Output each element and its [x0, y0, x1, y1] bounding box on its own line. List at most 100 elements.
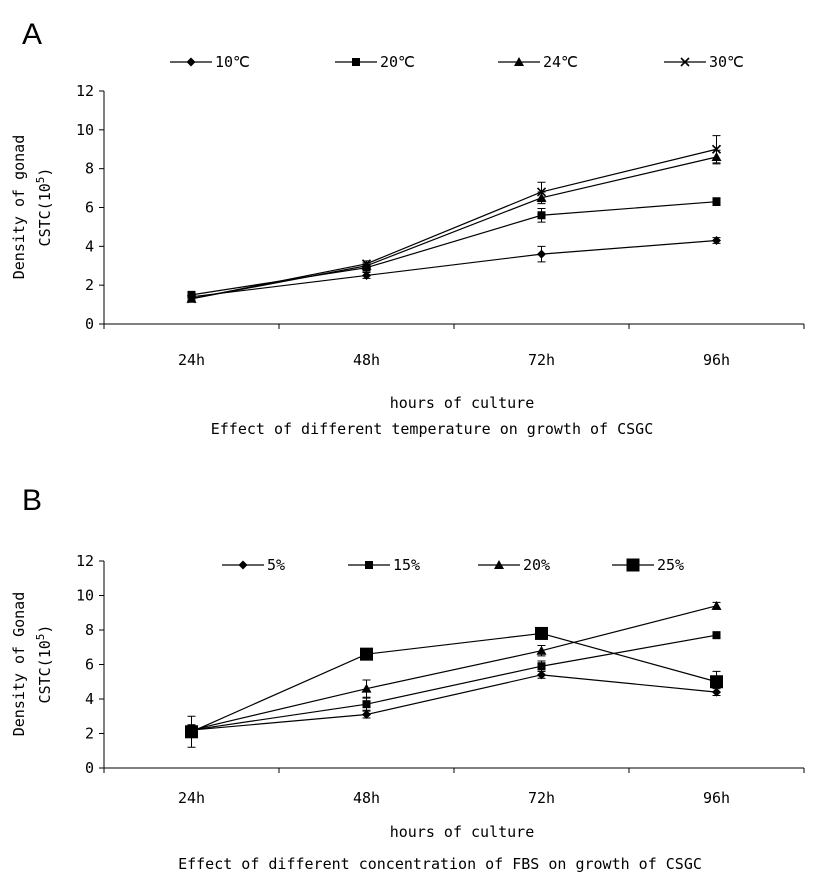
y-tick-label: 8	[85, 621, 94, 639]
series-1	[187, 631, 721, 736]
x-tick-label: 48h	[353, 789, 380, 807]
y-tick-label: 10	[76, 121, 94, 139]
data-point	[537, 211, 546, 220]
legend-label: 20℃	[380, 53, 415, 71]
y-axis-title-line1: Density of gonad	[10, 135, 28, 280]
series-line	[191, 634, 717, 731]
data-point	[361, 683, 372, 693]
legend-label: 15%	[393, 556, 420, 574]
x-tick-label: 96h	[703, 789, 730, 807]
x-tick-label: 24h	[178, 789, 205, 807]
data-point	[185, 725, 198, 739]
x-tick-label: 48h	[353, 351, 380, 369]
legend-item: 25%	[612, 556, 684, 574]
series-line	[191, 201, 717, 296]
data-point	[711, 144, 722, 154]
series-line	[191, 156, 717, 300]
y-axis-title-exponent: 5	[34, 177, 47, 184]
data-point	[712, 236, 721, 246]
y-tick-label: 12	[76, 552, 94, 570]
legend-marker	[186, 57, 196, 67]
y-tick-label: 0	[85, 759, 94, 777]
series-line	[191, 148, 717, 300]
panel-a-caption: Effect of different temperature on growt…	[211, 420, 654, 438]
legend-item: 30℃	[664, 53, 744, 71]
series-3	[185, 626, 723, 748]
y-axis-title-close: )	[36, 168, 54, 177]
y-axis-title-unit: CSTC(10	[36, 183, 54, 246]
legend-item: 20%	[478, 556, 550, 574]
series-3	[186, 135, 722, 304]
legend-label: 10℃	[215, 53, 250, 71]
legend-marker	[494, 560, 504, 569]
series-0	[187, 670, 721, 736]
series-line	[191, 674, 717, 731]
series-2	[186, 149, 722, 303]
y-tick-label: 6	[85, 199, 94, 217]
y-tick-label: 12	[76, 82, 94, 100]
data-point	[712, 631, 721, 640]
data-point	[536, 187, 547, 197]
legend-marker	[680, 57, 690, 67]
x-axis-title: hours of culture	[390, 394, 535, 412]
legend-item: 15%	[348, 556, 420, 574]
data-point	[362, 700, 371, 709]
y-tick-label: 8	[85, 160, 94, 178]
legend-label: 30℃	[709, 53, 744, 71]
panel-a-letter: A	[22, 18, 42, 51]
y-tick-label: 2	[85, 276, 94, 294]
data-point	[537, 662, 546, 671]
data-point	[360, 647, 373, 661]
data-point	[535, 626, 548, 640]
data-point	[712, 197, 721, 206]
y-axis-title-unit: CSTC(10	[36, 640, 54, 703]
legend-label: 24℃	[543, 53, 578, 71]
y-axis-title-close: )	[36, 625, 54, 634]
legend-item: 20℃	[335, 53, 415, 71]
y-axis-title-line2: CSTC(105)	[34, 168, 54, 247]
y-tick-label: 10	[76, 587, 94, 605]
chart-b: 0 2 4 6 8 10 12 24h 48h 72h 96h hours of culture Den…	[10, 552, 805, 841]
data-point	[711, 600, 722, 610]
x-tick-label: 24h	[178, 351, 205, 369]
legend-marker	[352, 58, 360, 66]
y-axis-title-line1: Density of Gonad	[10, 592, 28, 737]
series-line	[191, 239, 717, 298]
y-axis-title-exponent: 5	[34, 634, 47, 641]
y-tick-label: 6	[85, 656, 94, 674]
legend-label: 5%	[267, 556, 285, 574]
legend-marker	[514, 57, 524, 66]
legend-item: 24℃	[498, 53, 578, 71]
series-0	[187, 236, 721, 302]
series-2	[186, 600, 722, 736]
data-point	[536, 645, 547, 655]
data-point	[361, 259, 372, 269]
legend-marker	[626, 558, 640, 572]
x-tick-label: 72h	[528, 351, 555, 369]
legend-label: 20%	[523, 556, 550, 574]
data-point	[537, 670, 546, 680]
legend-item: 5%	[222, 556, 285, 574]
y-tick-label: 0	[85, 315, 94, 333]
legend-marker	[365, 561, 373, 569]
x-tick-label: 72h	[528, 789, 555, 807]
panel-b-caption: Effect of different concentration of FBS…	[178, 855, 702, 873]
series-line	[191, 632, 717, 733]
data-point	[362, 710, 371, 720]
y-tick-label: 2	[85, 725, 94, 743]
y-tick-label: 4	[85, 237, 94, 255]
x-axis-title: hours of culture	[390, 823, 535, 841]
data-point	[186, 294, 197, 304]
chart-a: 0 2 4 6 8 10 12 24h 48h 72h 96h hours of culture Den…	[10, 53, 805, 412]
legend-item: 10℃	[170, 53, 250, 71]
data-point	[710, 675, 723, 689]
data-point	[362, 270, 371, 280]
series-line	[191, 605, 717, 731]
data-point	[537, 249, 546, 259]
panel-b-letter: B	[22, 484, 42, 517]
x-tick-label: 96h	[703, 351, 730, 369]
y-axis-title-line2: CSTC(105)	[34, 625, 54, 704]
legend-label: 25%	[657, 556, 684, 574]
legend-marker	[238, 560, 248, 570]
